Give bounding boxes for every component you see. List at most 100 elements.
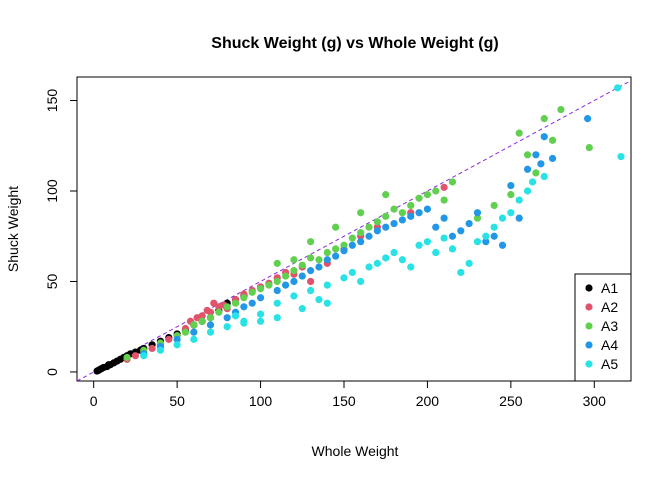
data-point [532,151,540,159]
data-point [332,223,340,231]
data-point [340,274,348,282]
data-point [457,268,465,277]
data-point [206,308,215,316]
data-point [240,294,248,302]
data-point [515,214,523,222]
data-point [240,319,248,327]
data-point [281,281,290,289]
data-point [290,256,298,264]
data-point [273,277,281,286]
legend-label: A1 [601,280,618,296]
data-point [548,154,557,163]
data-point [407,263,415,271]
data-point [198,317,206,325]
data-point [432,223,440,231]
data-point [307,286,315,295]
data-point [210,299,218,307]
data-point [398,209,406,217]
data-point [365,263,373,271]
data-point [240,303,248,311]
x-tick-label: 100 [249,393,273,409]
data-point [332,245,340,253]
data-point [298,305,306,313]
x-tick-label: 150 [332,393,356,409]
data-point [440,183,448,191]
data-point [490,232,498,240]
data-point [123,353,131,362]
data-point [617,153,625,161]
data-point [198,312,206,320]
data-point [190,321,198,329]
data-point [537,160,545,168]
x-axis: 0 50 100 150 200 250 300 [90,380,606,409]
data-point [365,232,373,240]
data-point [585,143,593,152]
series-a5 [140,84,625,360]
data-point [315,263,323,271]
data-point [340,241,348,249]
data-point [223,314,231,322]
data-point [448,232,457,240]
data-point [165,335,173,343]
data-point [490,223,498,231]
legend-box [574,273,632,382]
legend-marker [585,341,593,349]
data-point [190,335,198,343]
data-point [407,212,415,220]
data-point [507,191,515,199]
data-point [373,218,381,226]
legend-marker [585,360,593,368]
data-point [348,234,356,242]
plot-clip-group [77,80,631,381]
legend-label: A3 [601,318,618,334]
data-point [323,299,331,307]
data-point [357,238,365,246]
legend-label: A5 [601,356,618,372]
data-point [440,196,448,204]
data-point [373,259,381,267]
data-point [390,248,398,257]
y-tick-label: 50 [44,273,60,289]
data-point [273,286,281,295]
data-point [440,214,448,222]
chart-title: Shuck Weight (g) vs Whole Weight (g) [211,35,498,52]
data-point [307,238,315,246]
data-point [248,299,256,307]
data-point [540,172,548,181]
data-point [298,261,306,269]
data-point [440,234,448,242]
data-point [265,281,273,289]
data-point [498,241,507,249]
data-point [173,341,181,349]
data-point [448,245,457,253]
data-point [398,216,406,224]
data-point [448,178,457,186]
data-point [290,277,298,286]
data-point [423,191,432,199]
reference-line [77,80,631,381]
x-axis-label: Whole Weight [312,443,399,459]
data-point [315,295,323,304]
data-point [390,219,398,228]
data-point [423,238,432,246]
data-point [465,259,473,267]
data-point [382,212,390,220]
data-point [482,238,490,246]
x-tick-label: 200 [416,393,440,409]
data-point [515,129,523,137]
data-point [357,277,365,286]
data-point [457,227,465,235]
data-point [223,323,231,331]
series-a4 [140,115,592,358]
data-point [256,285,265,293]
data-point [357,229,365,237]
data-point [523,165,532,173]
data-point [223,303,231,311]
data-point [256,294,265,302]
data-point [273,299,281,307]
y-tick-label: 100 [44,179,60,203]
data-point [507,209,515,217]
data-point [307,277,315,286]
data-point [248,288,256,296]
